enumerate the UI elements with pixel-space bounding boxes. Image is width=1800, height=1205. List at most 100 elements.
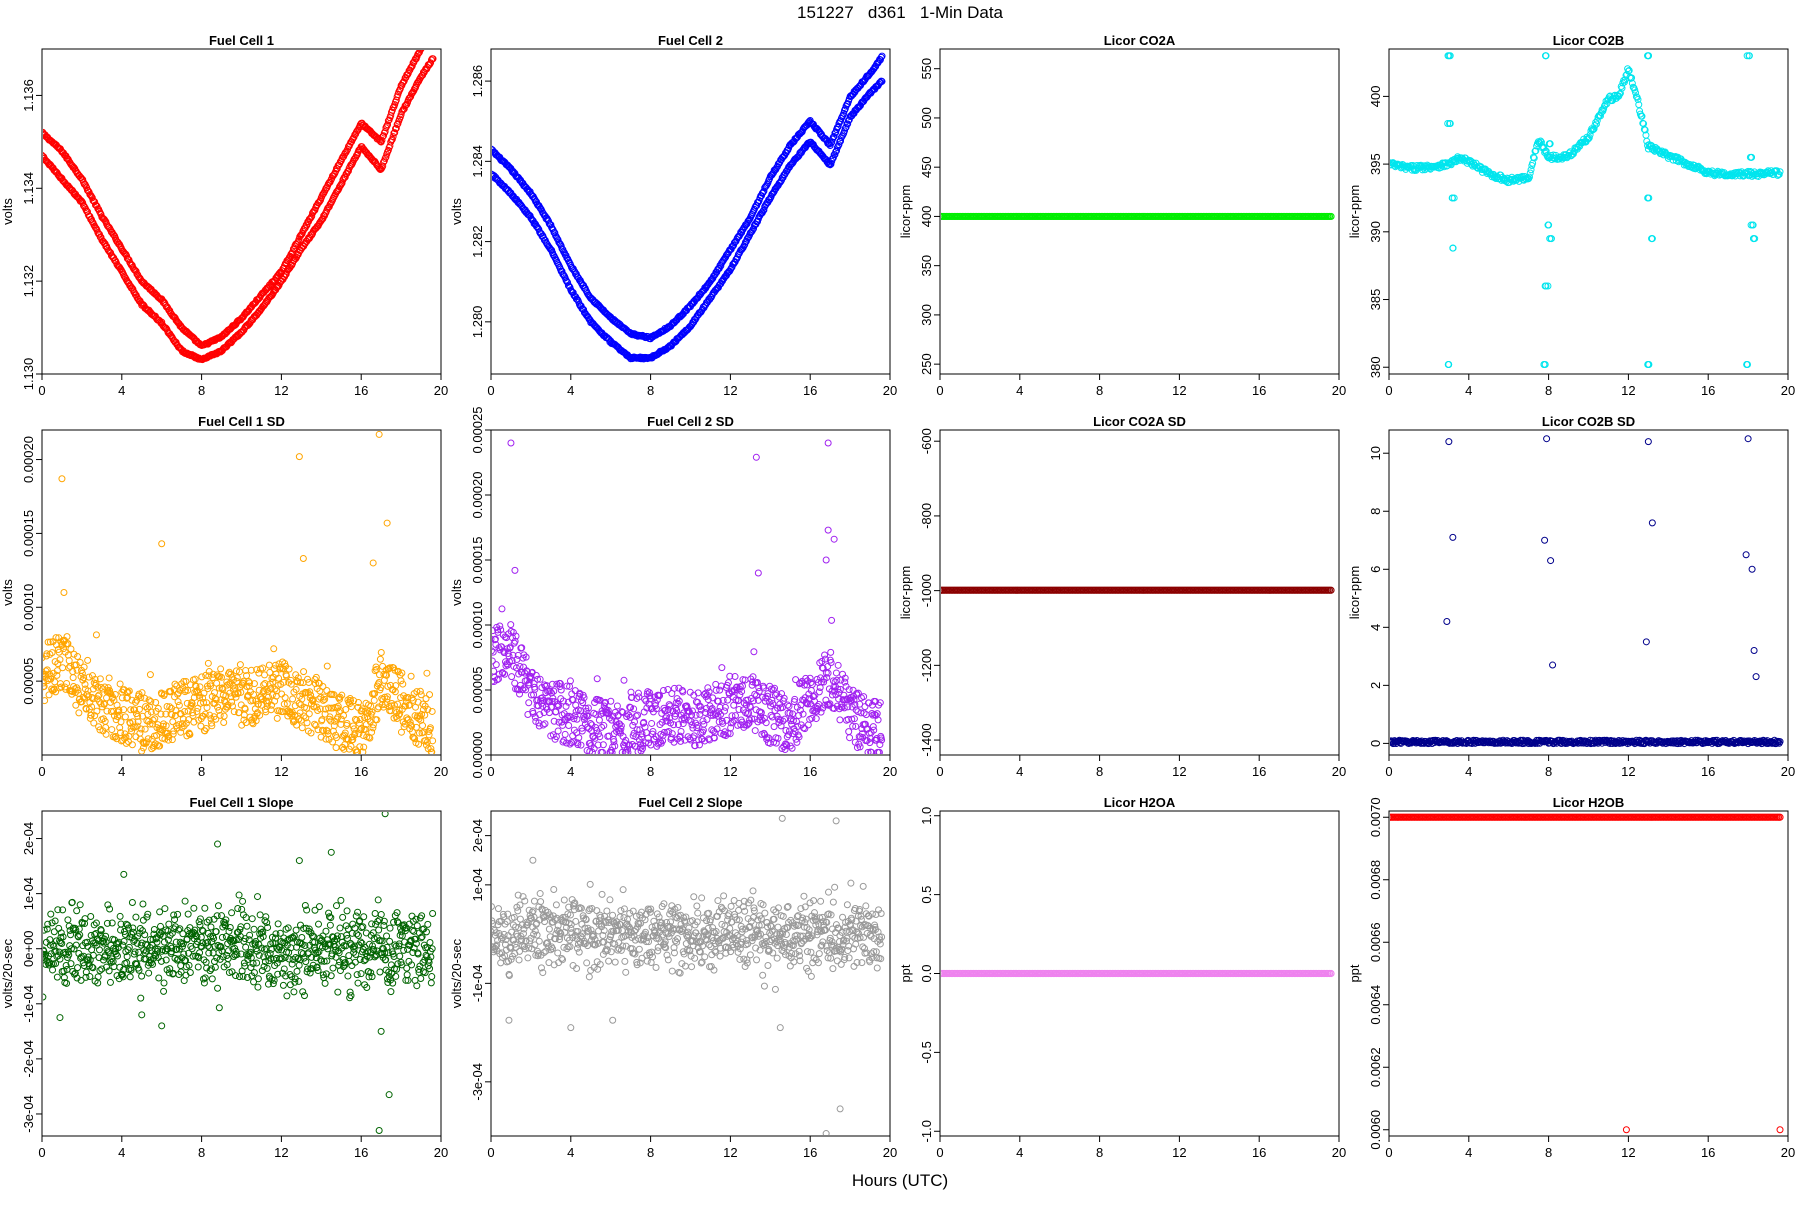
data-point (429, 33, 435, 39)
data-points (937, 587, 1334, 593)
panel-title: Licor CO2A (1104, 33, 1176, 48)
y-tick-label: -800 (919, 503, 934, 529)
x-tick-label: 16 (354, 383, 368, 398)
y-tick-label: 400 (1368, 86, 1383, 108)
data-points (937, 213, 1334, 219)
data-point (137, 730, 143, 736)
data-point (1450, 245, 1456, 251)
data-point (822, 652, 828, 658)
x-tick-label: 8 (1545, 383, 1552, 398)
data-point (221, 713, 227, 719)
data-point (831, 536, 837, 542)
y-tick-label: -600 (919, 428, 934, 454)
y-tick-label: 0.00000 (470, 732, 485, 779)
x-tick-label: 4 (1016, 383, 1023, 398)
y-tick-label: 385 (1368, 289, 1383, 311)
y-axis-label: licor-ppm (1347, 185, 1362, 238)
data-point (176, 702, 182, 708)
data-points (488, 440, 885, 755)
x-tick-label: 20 (434, 383, 448, 398)
data-point (384, 520, 390, 526)
x-tick-label: 4 (1465, 383, 1472, 398)
y-tick-label: -1200 (919, 649, 934, 682)
x-tick-label: 4 (567, 764, 574, 779)
y-axis-label: volts (0, 579, 15, 606)
data-point (813, 716, 819, 722)
panel-title: Fuel Cell 1 (209, 33, 274, 48)
data-point (493, 662, 499, 668)
panel-title: Licor CO2A SD (1093, 414, 1186, 429)
data-point (570, 733, 576, 739)
data-point (846, 729, 852, 735)
data-point (542, 721, 548, 727)
x-tick-label: 8 (1096, 764, 1103, 779)
x-tick-label: 16 (1252, 383, 1266, 398)
data-points (39, 32, 436, 363)
data-point (509, 674, 515, 680)
x-tick-label: 20 (883, 764, 897, 779)
data-point (159, 541, 165, 547)
data-point (424, 40, 430, 46)
data-point (755, 570, 761, 576)
x-tick-label: 0 (487, 764, 494, 779)
data-point (632, 719, 638, 725)
y-axis-label: licor-ppm (898, 185, 913, 238)
panel-title: Licor CO2B (1553, 33, 1625, 48)
x-tick-label: 12 (723, 383, 737, 398)
data-point (847, 735, 853, 741)
data-point (427, 35, 433, 41)
data-point (562, 731, 568, 737)
data-point (199, 674, 205, 680)
y-tick-label: 550 (919, 58, 934, 80)
data-point (752, 728, 758, 734)
data-point (420, 43, 426, 49)
x-tick-label: 12 (1172, 383, 1186, 398)
data-point (109, 727, 115, 733)
y-axis-label: volts (0, 198, 15, 225)
data-point (555, 728, 561, 734)
panel-title: Fuel Cell 1 SD (198, 414, 285, 429)
data-point (828, 649, 834, 655)
data-point (621, 677, 627, 683)
data-point (825, 527, 831, 533)
data-point (430, 32, 436, 38)
data-point (70, 675, 76, 681)
y-axis-label: volts (449, 198, 464, 225)
y-tick-label: 0.00020 (470, 472, 485, 519)
data-point (221, 719, 227, 725)
y-tick-label: 0.00005 (470, 667, 485, 714)
data-point (705, 685, 711, 691)
x-tick-label: 4 (118, 383, 125, 398)
y-axis-label: volts (449, 579, 464, 606)
data-point (566, 722, 572, 728)
data-point (835, 662, 841, 668)
data-points (1386, 53, 1783, 368)
y-tick-label: 1.132 (21, 265, 36, 298)
data-point (408, 673, 414, 679)
data-point (42, 698, 48, 704)
plot-frame (940, 49, 1339, 374)
y-axis-label: licor-ppm (898, 566, 913, 619)
y-tick-label: 0.00015 (21, 510, 36, 557)
data-point (85, 657, 91, 663)
y-tick-label: 0.00010 (470, 602, 485, 649)
data-point (170, 719, 176, 725)
data-point (218, 666, 224, 672)
x-tick-label: 12 (274, 764, 288, 779)
data-point (829, 617, 835, 623)
x-tick-label: 0 (936, 764, 943, 779)
x-tick-label: 8 (198, 764, 205, 779)
data-point (594, 676, 600, 682)
data-point (142, 726, 148, 732)
data-point (122, 714, 128, 720)
data-point (370, 560, 376, 566)
data-point (324, 663, 330, 669)
data-point (569, 691, 575, 697)
data-point (837, 717, 843, 723)
data-point (567, 678, 573, 684)
data-point (424, 39, 430, 45)
